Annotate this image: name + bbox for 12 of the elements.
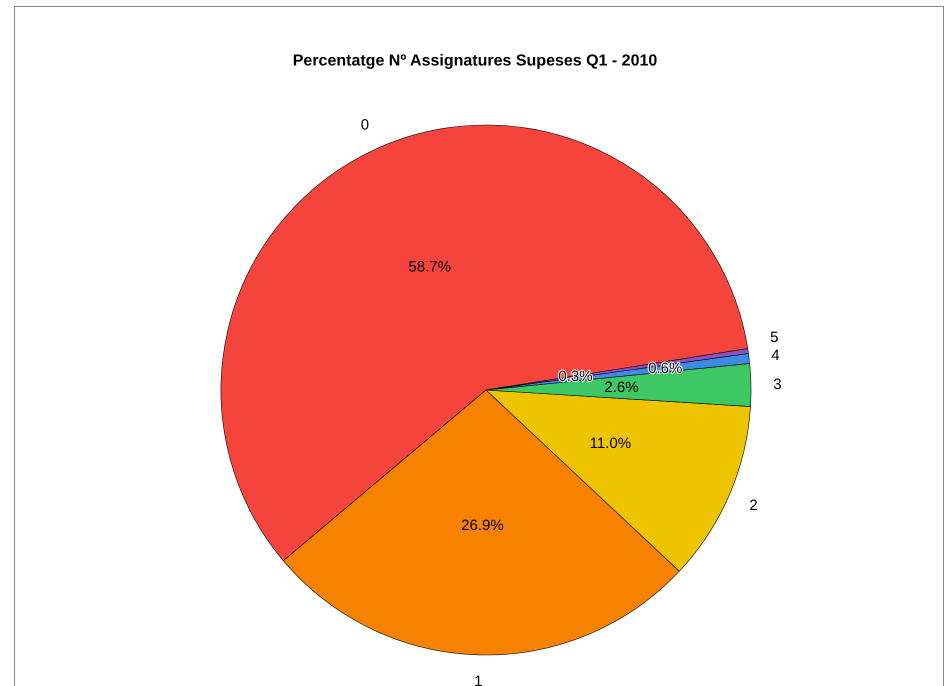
slice-label: 3 <box>773 376 782 393</box>
data-label: 2.6% <box>604 378 639 396</box>
data-label: 26.9% <box>461 516 504 534</box>
chart-title: Percentatge Nº Assignatures Supeses Q1 - 2010 <box>292 52 658 70</box>
slice-label: 4 <box>771 346 780 364</box>
slice-label: 0 <box>360 116 370 134</box>
data-label: 11.0% <box>590 435 632 452</box>
data-label: 58.7% <box>408 258 451 276</box>
data-label: 0.3% <box>558 368 593 386</box>
slice-label: 5 <box>770 328 778 346</box>
slice-label: 1 <box>474 672 482 686</box>
slice-label: 2 <box>749 497 758 514</box>
